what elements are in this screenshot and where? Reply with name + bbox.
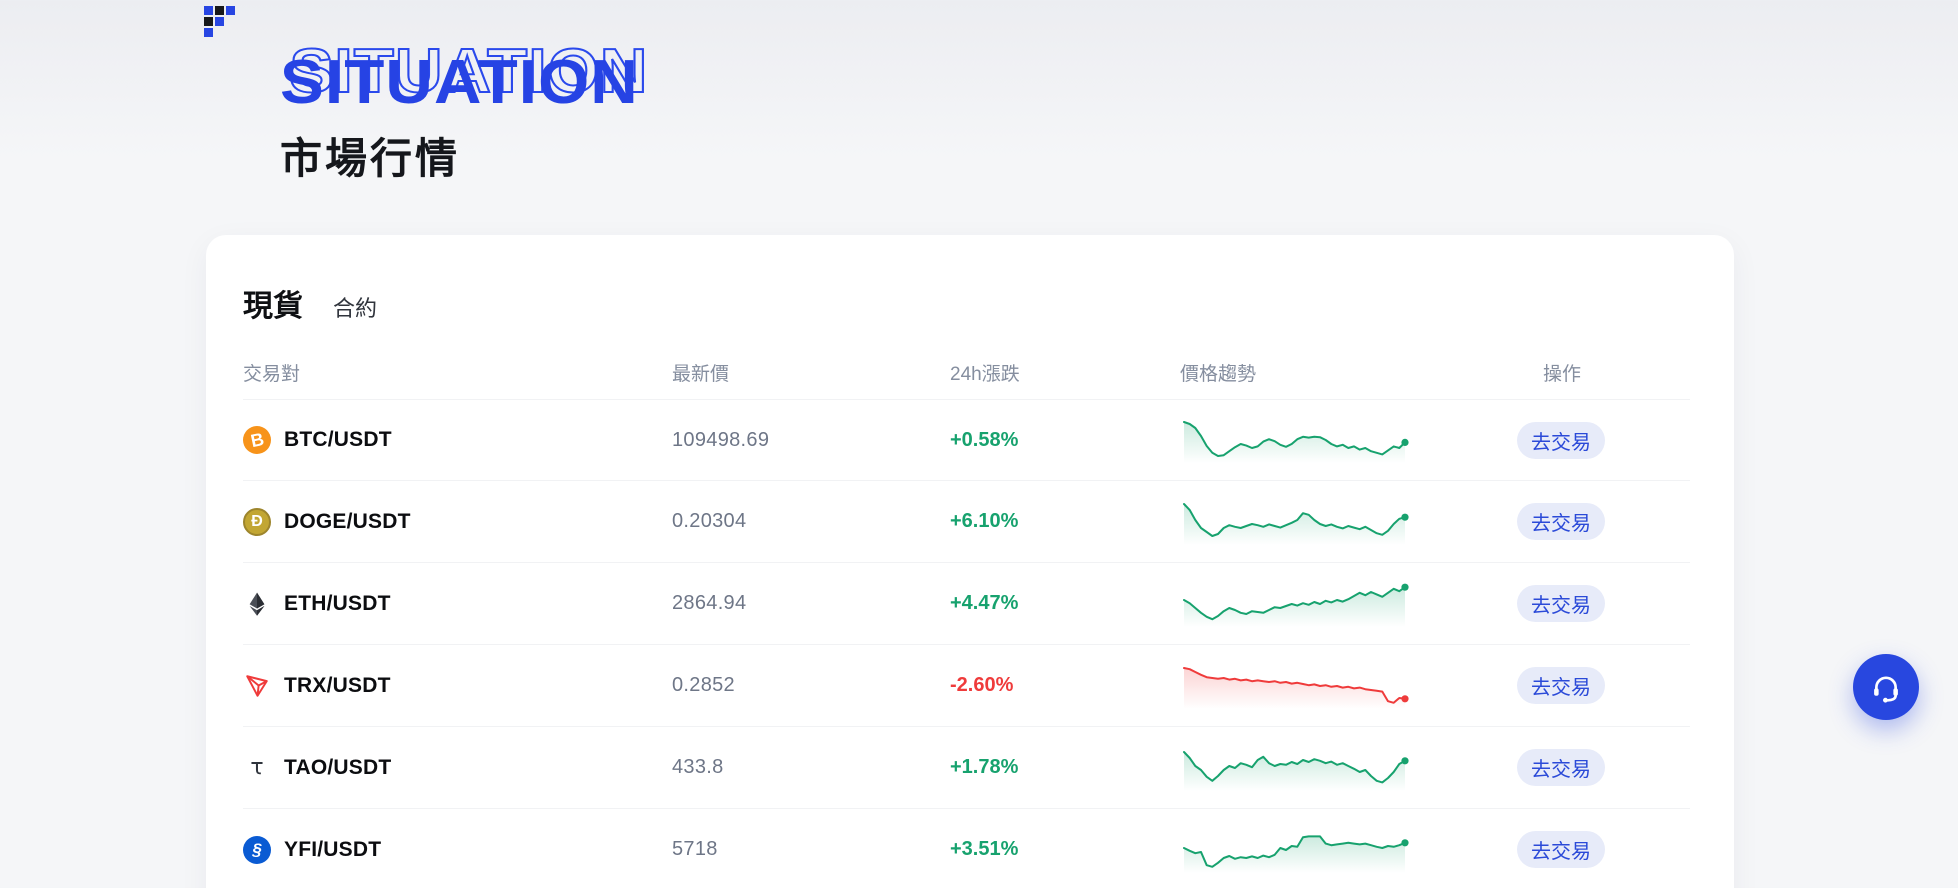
go-trade-button[interactable]: 去交易 <box>1517 667 1605 704</box>
eth-icon <box>243 590 271 618</box>
logo-pixel <box>204 17 213 26</box>
table-row: B BTC/USDT 109498.69 +0.58% 去交易 <box>243 399 1690 481</box>
table-row: τ TAO/USDT 433.8 +1.78% 去交易 <box>243 727 1690 809</box>
go-trade-button[interactable]: 去交易 <box>1517 831 1605 868</box>
pair-cell: B BTC/USDT <box>243 426 672 454</box>
price-trend-sparkline <box>1180 745 1517 791</box>
logo-pixel <box>215 17 224 26</box>
tab-spot[interactable]: 現貨 <box>243 290 303 323</box>
page-title-zh: 市場行情 <box>280 135 461 182</box>
tao-icon: τ <box>250 755 264 780</box>
logo-pixel <box>204 28 213 37</box>
pair-label: YFI/USDT <box>284 837 382 861</box>
tab-futures[interactable]: 合約 <box>333 296 378 321</box>
change-24h: +6.10% <box>950 510 1019 532</box>
go-trade-button[interactable]: 去交易 <box>1517 749 1605 786</box>
market-tabs: 現貨 合約 <box>243 281 1690 323</box>
customer-support-button[interactable] <box>1853 654 1919 720</box>
column-header-price: 最新價 <box>672 363 730 385</box>
market-table-body: B BTC/USDT 109498.69 +0.58% 去交易 Ð DOGE/U… <box>243 399 1690 888</box>
latest-price: 2864.94 <box>672 592 747 614</box>
action-cell: 去交易 <box>1517 667 1690 704</box>
change-24h: +1.78% <box>950 756 1019 778</box>
price-trend-sparkline <box>1180 827 1517 873</box>
pair-cell: TRX/USDT <box>243 672 672 700</box>
pair-cell: § YFI/USDT <box>243 835 672 864</box>
doge-icon: Ð <box>243 507 271 536</box>
action-cell: 去交易 <box>1517 421 1690 459</box>
pair-label: BTC/USDT <box>284 428 392 451</box>
column-header-change: 24h漲跌 <box>950 363 1020 385</box>
latest-price: 5718 <box>672 838 718 860</box>
price-trend-sparkline <box>1180 581 1517 627</box>
pair-label: DOGE/USDT <box>284 509 411 533</box>
pair-label: ETH/USDT <box>284 591 391 615</box>
page-heading: SITUATION 市場行情 <box>280 41 648 182</box>
market-card: 現貨 合約 交易對 最新價 24h漲跌 價格趨勢 操作 B BTC/USDT 1… <box>206 235 1734 888</box>
go-trade-button[interactable]: 去交易 <box>1517 585 1605 622</box>
column-header-pair: 交易對 <box>243 363 301 385</box>
action-cell: 去交易 <box>1517 503 1690 540</box>
headset-icon <box>1869 670 1903 704</box>
change-24h: -2.60% <box>950 674 1014 696</box>
latest-price: 0.20304 <box>672 510 747 532</box>
table-row: § YFI/USDT 5718 +3.51% 去交易 <box>243 809 1690 888</box>
table-row: Ð DOGE/USDT 0.20304 +6.10% 去交易 <box>243 481 1690 563</box>
change-24h: +3.51% <box>950 838 1019 860</box>
action-cell: 去交易 <box>1517 585 1690 622</box>
latest-price: 433.8 <box>672 756 724 778</box>
change-24h: +0.58% <box>950 428 1019 451</box>
yfi-icon: § <box>243 835 271 864</box>
table-header-row: 交易對 最新價 24h漲跌 價格趨勢 操作 <box>243 345 1690 399</box>
table-row: TRX/USDT 0.2852 -2.60% 去交易 <box>243 645 1690 727</box>
action-cell: 去交易 <box>1517 749 1690 786</box>
logo-pixel <box>204 6 213 15</box>
price-trend-sparkline <box>1180 663 1517 709</box>
trx-icon <box>243 672 271 700</box>
pair-cell: τ TAO/USDT <box>243 754 672 782</box>
latest-price: 0.2852 <box>672 674 735 696</box>
pair-label: TRX/USDT <box>284 673 391 697</box>
latest-price: 109498.69 <box>672 428 770 451</box>
price-trend-sparkline <box>1180 417 1517 463</box>
column-header-trend: 價格趨勢 <box>1180 363 1257 385</box>
logo-pixel <box>226 6 235 15</box>
btc-icon: B <box>243 426 271 454</box>
action-cell: 去交易 <box>1517 831 1690 868</box>
table-row: ETH/USDT 2864.94 +4.47% 去交易 <box>243 563 1690 645</box>
logo-pixel <box>215 6 224 15</box>
price-trend-sparkline <box>1180 499 1517 545</box>
column-header-action: 操作 <box>1543 363 1582 385</box>
go-trade-button[interactable]: 去交易 <box>1517 503 1605 540</box>
brand-logo <box>204 6 238 40</box>
page-title-en: SITUATION <box>280 41 648 114</box>
pair-cell: ETH/USDT <box>243 590 672 618</box>
change-24h: +4.47% <box>950 592 1019 614</box>
pair-label: TAO/USDT <box>284 755 392 779</box>
go-trade-button[interactable]: 去交易 <box>1517 421 1605 459</box>
pair-cell: Ð DOGE/USDT <box>243 507 672 536</box>
